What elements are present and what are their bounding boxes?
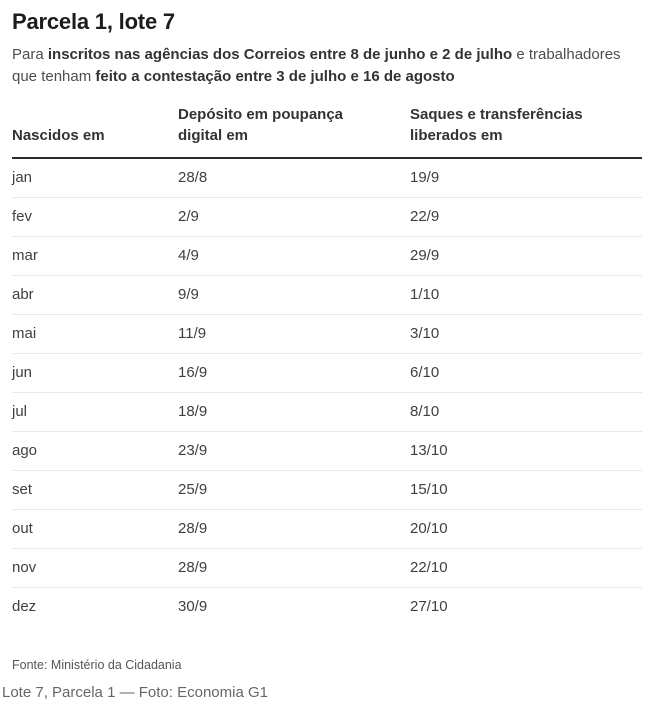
table-cell: ago (12, 431, 178, 471)
table-cell: 23/9 (178, 431, 410, 471)
column-header-label: Depósito em poupança digital em (178, 106, 344, 144)
table-cell: 1/10 (410, 275, 642, 315)
table-cell: 30/9 (178, 598, 208, 615)
table-cell: 9/9 (178, 275, 410, 315)
table-cell: 15/10 (410, 470, 642, 510)
table-cell: 4/9 (178, 236, 410, 276)
table-cell: 27/10 (410, 598, 448, 615)
column-header-saques: Saques e transferências liberados em (410, 104, 642, 159)
table-cell: abr (12, 275, 178, 315)
table-row: set 25/9 15/10 (12, 470, 642, 510)
table-cell: fev (12, 197, 178, 237)
table-cell: out (12, 509, 178, 549)
table-cell: 28/9 (178, 509, 410, 549)
table-cell: nov (12, 548, 178, 588)
table-cell: 19/9 (410, 158, 642, 198)
table-cell: 22/10 (410, 548, 642, 588)
table-cell: jan (12, 158, 178, 198)
table-cell: 13/10 (410, 431, 642, 471)
column-header-nascidos-em: Nascidos em (12, 104, 178, 159)
table-row: ago 23/9 13/10 (12, 431, 642, 471)
table-cell: jun (12, 353, 178, 393)
figure-subtitle: Para inscritos nas agências dos Correios… (12, 44, 642, 88)
table-header-row: Nascidos em Depósito em poupança digital… (12, 104, 642, 159)
table-body: jan 28/8 19/9 fev 2/9 22/9 mar 4/9 29/9 abr 9/9 1/1… (12, 158, 642, 626)
table-cell: set (12, 470, 178, 510)
table-row: nov 28/9 22/10 (12, 548, 642, 588)
source-note: Fonte: Ministério da Cidadania (12, 658, 182, 672)
photo-caption: Lote 7, Parcela 1 — Foto: Economia G1 (2, 684, 268, 701)
table-cell: 18/9 (178, 392, 410, 432)
table-cell: mar (12, 236, 178, 276)
table-cell: 2/9 (178, 197, 410, 237)
table-cell: 28/9 (178, 548, 410, 588)
table-cell: 25/9 (178, 470, 410, 510)
table-cell: mai (12, 314, 178, 354)
table-cell: 22/9 (410, 197, 642, 237)
table-row: dez 30/9 27/10 (12, 588, 642, 627)
column-header-deposito: Depósito em poupança digital em (178, 104, 410, 159)
subtitle-bold-contestation-period: feito a contestação entre 3 de julho e 1… (95, 68, 455, 85)
table-cell: 29/9 (410, 236, 642, 276)
table-row: jun 16/9 6/10 (12, 353, 642, 393)
table-cell: 16/9 (178, 353, 410, 393)
figure-container: Parcela 1, lote 7 Para inscritos nas agê… (12, 9, 642, 672)
table-row: abr 9/9 1/10 (12, 275, 642, 315)
table-cell: 11/9 (178, 314, 410, 354)
table-row: fev 2/9 22/9 (12, 197, 642, 237)
table-cell: 28/8 (178, 158, 410, 198)
subtitle-text: e trabalhadores que tenham (12, 46, 621, 85)
subtitle-bold-registration-period: inscritos nas agências dos Correios entr… (47, 46, 513, 63)
table-cell: 8/10 (410, 392, 642, 432)
birth-month-payment-table: Nascidos em Depósito em poupança digital… (12, 104, 642, 626)
table-cell: jul (12, 392, 178, 432)
table-row: jan 28/8 19/9 (12, 158, 642, 198)
table-row: mai 11/9 3/10 (12, 314, 642, 354)
column-header-label: Nascidos em (12, 127, 105, 144)
figure-title: Parcela 1, lote 7 (12, 9, 175, 34)
table-cell: 20/10 (410, 509, 642, 549)
column-header-label: Saques e transferências liberados em (410, 106, 583, 144)
table-row: jul 18/9 8/10 (12, 392, 642, 432)
table-cell: dez (12, 598, 37, 615)
table-header: Nascidos em Depósito em poupança digital… (12, 104, 642, 159)
table-cell: 6/10 (410, 353, 642, 393)
subtitle-text: Para (12, 46, 48, 63)
table-cell: 3/10 (410, 314, 642, 354)
table-row: out 28/9 20/10 (12, 509, 642, 549)
table-row: mar 4/9 29/9 (12, 236, 642, 276)
